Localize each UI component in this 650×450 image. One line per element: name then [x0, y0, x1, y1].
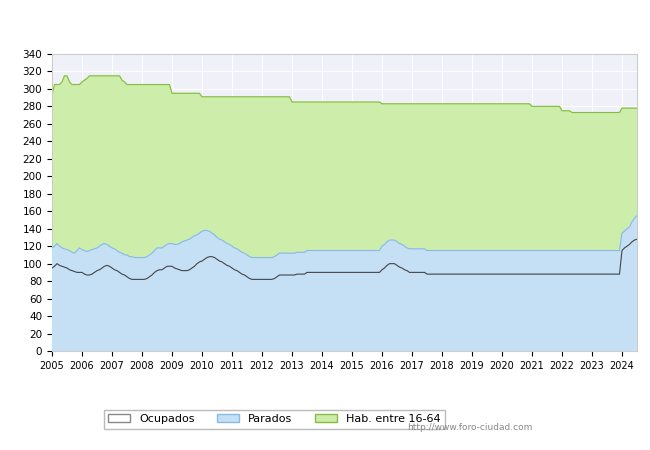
Legend: Ocupados, Parados, Hab. entre 16-64: Ocupados, Parados, Hab. entre 16-64: [104, 410, 445, 428]
Text: http://www.foro-ciudad.com: http://www.foro-ciudad.com: [408, 423, 533, 432]
Text: Madridanos - Evolucion de la poblacion en edad de Trabajar Mayo de 2024: Madridanos - Evolucion de la poblacion e…: [46, 21, 604, 33]
